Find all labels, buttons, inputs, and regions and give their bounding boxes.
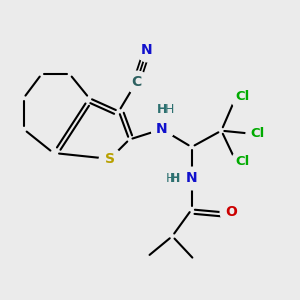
Text: O: O (225, 206, 237, 219)
Text: Cl: Cl (236, 90, 249, 103)
Text: Cl: Cl (236, 155, 250, 168)
Text: N: N (141, 44, 153, 57)
Text: H: H (170, 172, 181, 185)
Text: Cl: Cl (251, 127, 264, 140)
Text: N: N (156, 122, 168, 136)
Text: S: S (105, 152, 115, 166)
Text: N: N (156, 122, 168, 136)
Text: Cl: Cl (236, 90, 250, 103)
Text: N: N (186, 171, 197, 185)
Text: S: S (105, 152, 115, 166)
Text: Cl: Cl (250, 127, 265, 140)
Text: H: H (165, 103, 174, 116)
Text: N: N (141, 44, 153, 57)
Text: C: C (131, 75, 142, 88)
Text: O: O (225, 206, 237, 219)
Text: H: H (166, 172, 176, 185)
Text: H: H (157, 103, 167, 116)
Text: C: C (131, 75, 142, 88)
Text: N: N (186, 171, 197, 185)
Text: Cl: Cl (236, 155, 249, 168)
